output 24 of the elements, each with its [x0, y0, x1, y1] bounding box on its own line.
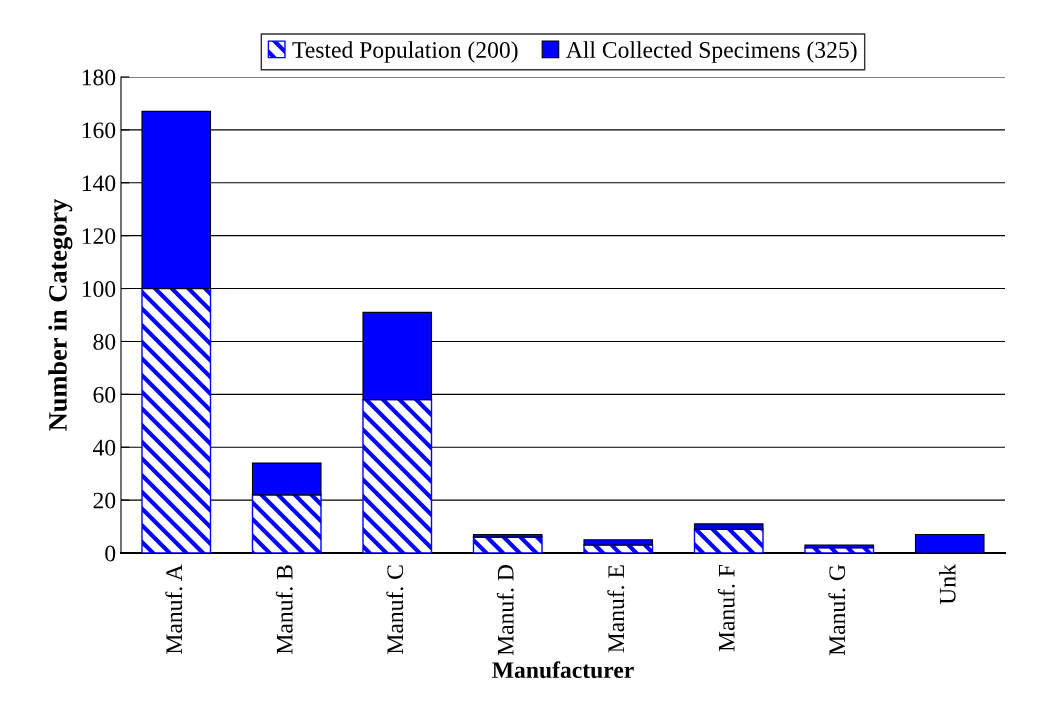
x-tick-label: Manuf. E [607, 565, 625, 653]
y-tick-label: 180 [82, 69, 116, 86]
legend-label: All Collected Specimens (325) [566, 41, 857, 63]
bar [472, 536, 543, 553]
x-tick-label: Manuf. F [717, 564, 735, 652]
x-tick-label: Manuf. D [496, 565, 514, 656]
y-tick-label: 100 [82, 281, 116, 297]
x-axis-title: Manufacturer [492, 661, 634, 679]
y-axis-title: Number in Category [48, 198, 73, 431]
y-tick-label: 160 [82, 122, 116, 139]
x-tick-label: Manuf. A [165, 564, 183, 654]
legend-label: Tested Population (200) [292, 41, 518, 63]
y-tick-label: 60 [93, 386, 116, 403]
x-tick-label: Unk [939, 564, 956, 605]
x-tick-label: Manuf. G [828, 564, 846, 656]
y-tick-label: 80 [93, 333, 116, 350]
bar [804, 544, 875, 549]
y-tick-label: 20 [93, 492, 116, 509]
x-tick-label: Manuf. C [386, 565, 404, 654]
y-tick-label: 0 [105, 545, 116, 562]
y-tick-label: 140 [82, 175, 116, 192]
x-tick-label: Manuf. B [275, 565, 293, 654]
y-tick-label: 40 [92, 439, 116, 456]
y-tick-label: 120 [82, 228, 116, 245]
